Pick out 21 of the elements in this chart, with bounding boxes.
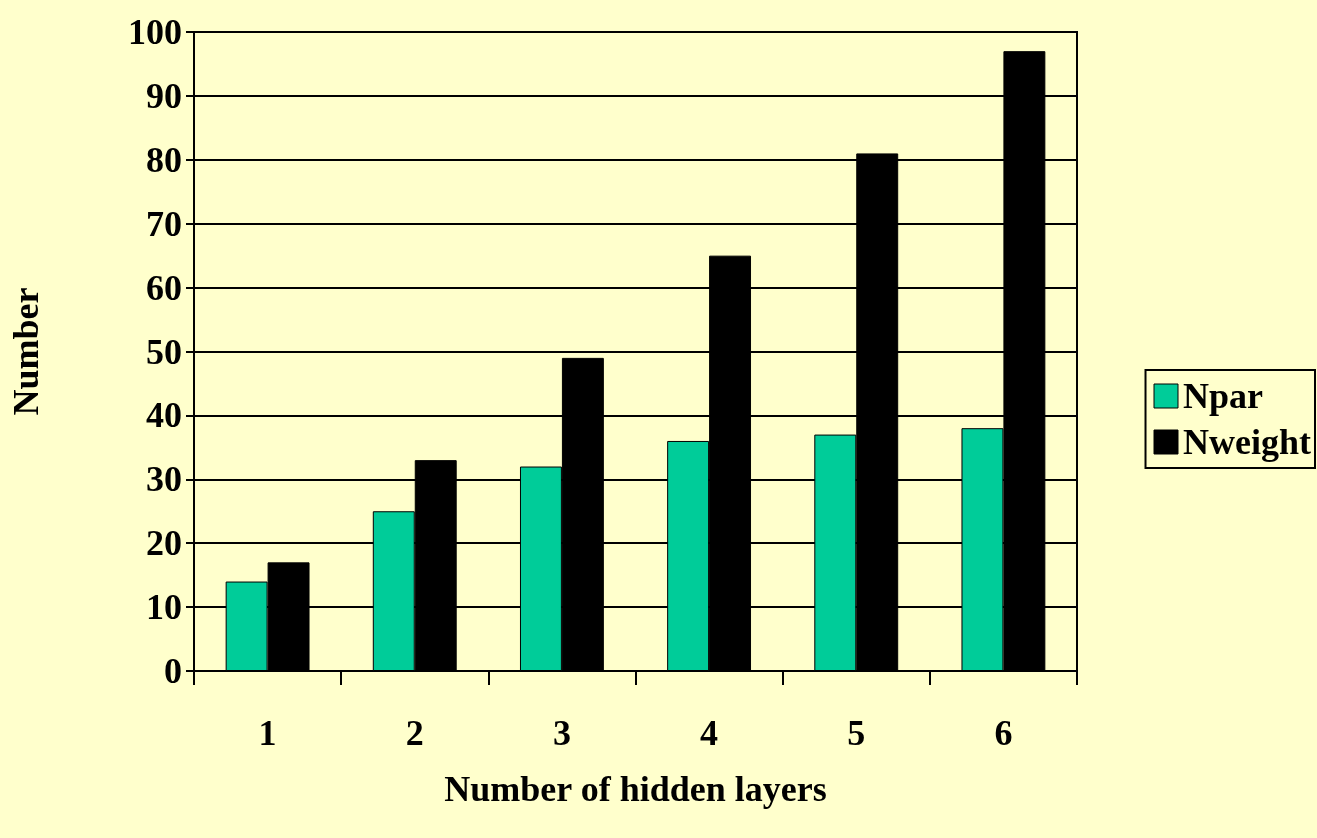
y-tick-label: 50 <box>146 331 182 372</box>
x-tick-label: 2 <box>405 713 424 753</box>
x-tick-label: 1 <box>258 713 277 753</box>
y-tick-label: 70 <box>146 203 182 244</box>
legend-label: Npar <box>1183 376 1264 416</box>
y-tick-label: 90 <box>146 75 182 116</box>
y-tick-label: 30 <box>146 459 182 500</box>
y-tick-label: 80 <box>146 139 182 180</box>
y-tick-label: 40 <box>146 395 182 436</box>
x-tick-label: 5 <box>847 713 866 753</box>
x-axis-title: Number of hidden layers <box>444 769 827 809</box>
y-tick-label: 10 <box>146 587 182 628</box>
x-tick-label: 6 <box>994 713 1013 753</box>
legend-label: Nweight <box>1183 422 1312 462</box>
y-axis-title: Number <box>6 287 46 416</box>
y-tick-label: 60 <box>146 267 182 308</box>
y-tick-label: 20 <box>146 523 182 564</box>
y-tick-label: 0 <box>164 651 182 691</box>
x-tick-label: 3 <box>552 713 571 753</box>
y-tick-label: 100 <box>128 12 182 52</box>
x-tick-label: 4 <box>700 713 719 753</box>
